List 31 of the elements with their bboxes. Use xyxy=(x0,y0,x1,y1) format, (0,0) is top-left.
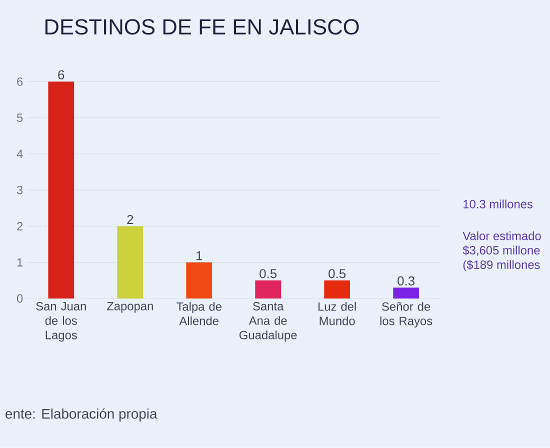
text: Valor estimado xyxy=(462,232,541,240)
chart-title: DESTINOS DE FE EN JALISCO xyxy=(45,19,359,35)
y-tick-label: 6 xyxy=(17,77,23,86)
x-tick-label: Talpa de Allende xyxy=(176,302,222,326)
y-tick-label: 3 xyxy=(16,186,23,194)
y-tick-label: 0 xyxy=(16,294,23,303)
data-label: 2 xyxy=(127,215,134,224)
text: 10.3 millones xyxy=(464,200,533,208)
data-label: 6 xyxy=(58,70,64,80)
data-label: 0.3 xyxy=(398,276,414,286)
y-tick-label: 2 xyxy=(17,222,23,230)
x-tick-label: Luz del Mundo xyxy=(318,302,356,326)
y-tick-label: 4 xyxy=(16,150,23,158)
bar xyxy=(48,82,74,299)
data-label: 1 xyxy=(196,251,202,260)
bar xyxy=(393,288,419,299)
x-tick-label: San Juan de los Lagos xyxy=(36,302,86,342)
x-tick-label: Señor de los Rayos xyxy=(380,302,432,328)
bar xyxy=(255,280,282,299)
text: ($189 millones xyxy=(463,260,540,272)
bar xyxy=(186,262,212,299)
x-tick-label: Santa Ana de Guadalupe xyxy=(239,302,297,342)
text: ente: Elaboración propia xyxy=(6,408,158,422)
x-tick-label: Zapopan xyxy=(106,302,153,313)
bar xyxy=(324,280,350,299)
y-tick-label: 5 xyxy=(16,114,23,122)
data-label: 0.5 xyxy=(328,269,346,278)
text: $3,605 millone xyxy=(462,246,540,256)
data-label: 0.5 xyxy=(260,269,277,278)
bar xyxy=(117,226,144,299)
y-tick-label: 1 xyxy=(17,258,23,267)
